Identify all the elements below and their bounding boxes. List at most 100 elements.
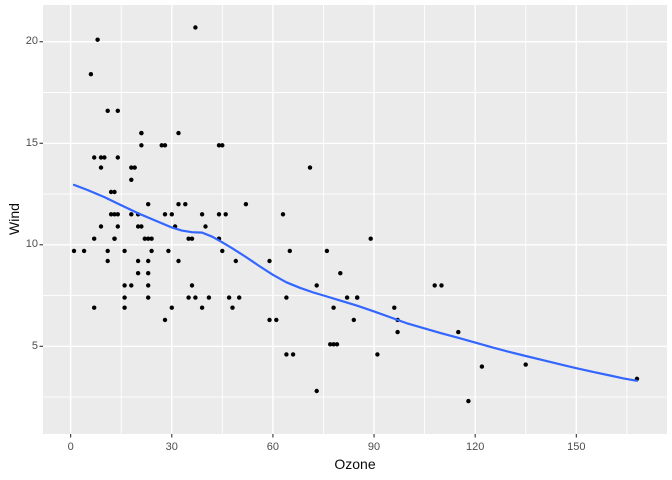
data-point bbox=[314, 283, 319, 288]
data-point bbox=[149, 236, 154, 241]
data-point bbox=[233, 258, 238, 264]
data-point bbox=[122, 295, 127, 300]
data-point bbox=[162, 143, 168, 148]
x-tick-label: 90 bbox=[367, 441, 381, 453]
data-point bbox=[183, 202, 188, 207]
y-tick-label: 20 bbox=[25, 35, 38, 48]
data-point bbox=[146, 283, 151, 288]
data-point bbox=[267, 317, 272, 323]
x-axis-title: Ozone bbox=[334, 456, 376, 472]
data-point bbox=[284, 295, 289, 300]
data-point bbox=[479, 364, 485, 369]
data-point bbox=[267, 258, 272, 264]
data-point bbox=[216, 143, 222, 148]
data-point bbox=[344, 295, 350, 300]
data-point bbox=[189, 236, 195, 241]
data-point bbox=[98, 155, 104, 160]
data-point bbox=[230, 305, 235, 310]
data-point bbox=[112, 189, 117, 195]
data-point bbox=[146, 295, 151, 300]
data-point bbox=[115, 224, 121, 229]
data-point bbox=[108, 189, 114, 195]
data-point bbox=[112, 212, 117, 217]
data-point bbox=[243, 202, 249, 207]
y-tick-label: 10 bbox=[25, 238, 38, 251]
data-point bbox=[169, 305, 174, 310]
data-point bbox=[176, 130, 181, 136]
data-point bbox=[432, 283, 437, 288]
x-tick-label: 0 bbox=[67, 441, 74, 453]
data-point bbox=[162, 212, 168, 217]
data-point bbox=[176, 202, 181, 207]
data-point bbox=[162, 317, 168, 323]
smooth-trend-line bbox=[72, 183, 639, 382]
data-point bbox=[392, 305, 397, 310]
data-point bbox=[186, 295, 191, 300]
data-point bbox=[81, 248, 87, 254]
data-point bbox=[139, 130, 144, 136]
data-point bbox=[139, 224, 144, 229]
data-point bbox=[237, 295, 242, 300]
data-point bbox=[186, 236, 191, 241]
data-point bbox=[122, 283, 127, 288]
y-tick-label: 5 bbox=[31, 339, 38, 352]
data-point bbox=[439, 283, 444, 288]
data-point bbox=[395, 329, 400, 335]
data-point bbox=[92, 305, 97, 310]
data-point bbox=[466, 398, 471, 404]
data-point bbox=[129, 177, 134, 182]
data-point bbox=[105, 248, 110, 254]
data-point bbox=[338, 271, 343, 276]
data-point bbox=[287, 248, 292, 254]
data-point bbox=[176, 258, 181, 264]
data-point bbox=[105, 258, 110, 264]
data-point bbox=[159, 143, 164, 148]
data-point bbox=[456, 329, 461, 335]
data-point bbox=[375, 352, 380, 357]
x-tick-label: 30 bbox=[165, 441, 178, 453]
data-point bbox=[331, 305, 336, 310]
data-point bbox=[351, 317, 356, 323]
x-tick-label: 120 bbox=[465, 441, 485, 453]
data-point bbox=[203, 224, 208, 229]
data-point bbox=[135, 271, 141, 276]
data-point bbox=[98, 224, 104, 229]
data-point bbox=[71, 248, 77, 254]
data-point bbox=[199, 305, 205, 310]
plot-panel bbox=[43, 5, 667, 434]
data-point bbox=[129, 165, 134, 170]
y-tick-label: 15 bbox=[25, 136, 38, 149]
data-point bbox=[112, 236, 117, 241]
data-point bbox=[226, 295, 232, 300]
data-point bbox=[331, 342, 336, 347]
x-tick-label: 60 bbox=[266, 441, 280, 453]
data-point bbox=[193, 295, 198, 300]
data-point bbox=[135, 258, 141, 264]
data-point bbox=[334, 342, 340, 347]
data-point bbox=[199, 212, 205, 217]
data-point bbox=[216, 212, 222, 217]
data-point bbox=[169, 212, 174, 217]
data-point bbox=[328, 342, 333, 347]
data-point bbox=[146, 202, 151, 207]
data-point bbox=[189, 283, 195, 288]
data-point bbox=[115, 108, 121, 114]
data-point bbox=[108, 212, 114, 217]
data-point bbox=[92, 155, 97, 160]
data-point bbox=[223, 212, 228, 217]
data-point bbox=[206, 295, 212, 300]
data-point bbox=[523, 362, 528, 367]
data-point bbox=[115, 212, 121, 217]
data-point bbox=[280, 212, 286, 217]
data-point bbox=[115, 155, 121, 160]
data-point bbox=[274, 317, 279, 323]
data-point bbox=[129, 283, 134, 288]
data-point bbox=[307, 165, 313, 170]
data-point bbox=[105, 108, 110, 114]
data-point bbox=[132, 165, 137, 170]
data-point bbox=[146, 236, 151, 241]
data-point bbox=[284, 352, 289, 357]
data-point bbox=[355, 295, 360, 300]
